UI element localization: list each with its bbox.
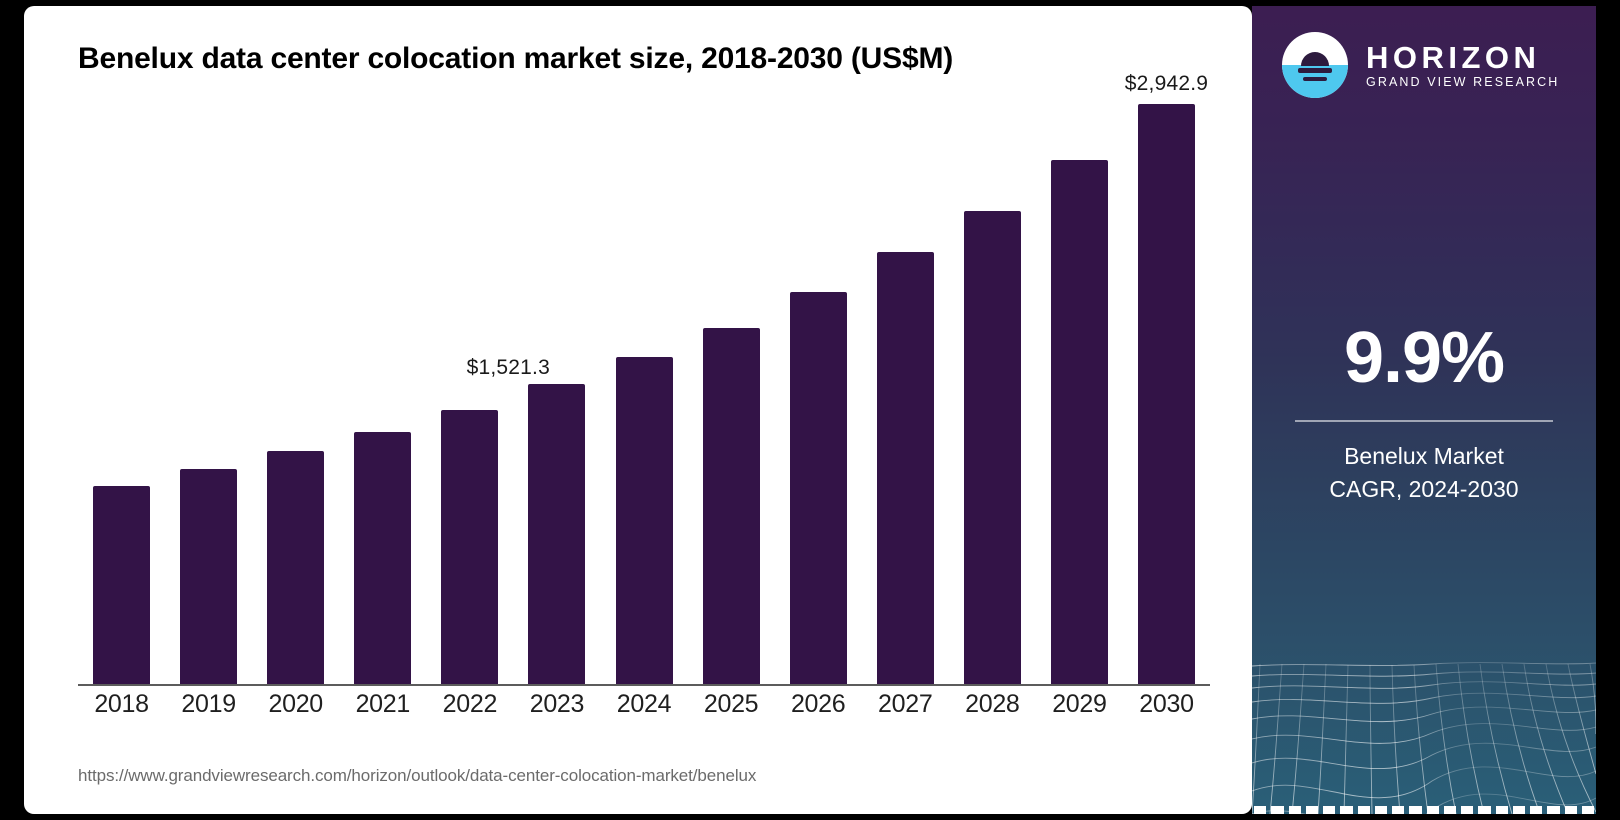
logo-subtitle: GRAND VIEW RESEARCH <box>1366 74 1560 89</box>
bar-2025[interactable] <box>702 328 760 684</box>
stripe <box>1340 806 1353 814</box>
x-tick-2026: 2026 <box>790 690 846 718</box>
stripe <box>1495 806 1508 814</box>
stripe <box>1530 806 1543 814</box>
cagr-value: 9.9% <box>1343 318 1505 398</box>
x-tick-2030: 2030 <box>1139 690 1194 718</box>
horizon-logo: HORIZON GRAND VIEW RESEARCH <box>1282 32 1559 98</box>
stripe <box>1512 806 1525 814</box>
bar-2029[interactable] <box>1050 160 1108 684</box>
x-tick-2018: 2018 <box>94 690 149 718</box>
x-tick-2027: 2027 <box>878 690 933 718</box>
bar-value-label-2023: $1,521.3 <box>466 356 550 379</box>
bar-slot: $2,942.9 <box>1123 72 1210 684</box>
wireframe-mesh-graphic <box>1252 662 1596 814</box>
bar-slot <box>862 102 949 684</box>
x-axis-tick-labels: 2018 2019 2020 2021 2022 2023 2024 2025 2026 2027… <box>78 690 1210 719</box>
logo-wordmark: HORIZON GRAND VIEW RESEARCH <box>1366 42 1559 89</box>
logo-sun-shape <box>1301 52 1329 66</box>
bar-slot <box>165 102 252 684</box>
stripe <box>1305 806 1318 814</box>
stripe <box>1288 806 1301 814</box>
bar-slot: $1,521.3 <box>467 102 600 684</box>
bar-series: $1,521.3 $2,942.9 <box>78 72 1210 684</box>
bar-slot <box>775 102 862 684</box>
stripe <box>1443 806 1456 814</box>
chart-card: Benelux data center colocation market si… <box>24 6 1252 814</box>
source-url[interactable]: https://www.grandviewresearch.com/horizo… <box>78 766 757 785</box>
cagr-caption-line-1: Benelux Market <box>1344 443 1504 469</box>
x-tick-2019: 2019 <box>181 690 236 718</box>
stripe <box>1547 806 1560 814</box>
logo-ray-2 <box>1303 77 1327 81</box>
stripe <box>1323 806 1336 814</box>
stripe <box>1409 806 1422 814</box>
bar-2018[interactable] <box>93 486 151 684</box>
stripe <box>1581 806 1594 814</box>
bar-2024[interactable] <box>615 357 673 684</box>
bar-value-label-2030: $2,942.9 <box>1124 72 1209 95</box>
bar-2019[interactable] <box>180 469 238 684</box>
bar-2022[interactable] <box>441 410 499 684</box>
stripe <box>1461 806 1474 814</box>
chart-plot-area: $1,521.3 $2,942.9 <box>78 72 1210 686</box>
x-tick-2028: 2028 <box>965 690 1020 718</box>
cagr-caption: Benelux Market CAGR, 2024-2030 <box>1252 440 1596 507</box>
stripe <box>1426 806 1439 814</box>
bar-2021[interactable] <box>354 432 412 684</box>
bar-2020[interactable] <box>267 451 325 684</box>
bar-slot <box>426 102 513 684</box>
stripe <box>1254 806 1267 814</box>
bottom-stripe-band <box>1252 806 1596 814</box>
stat-divider <box>1295 420 1553 422</box>
bar-2027[interactable] <box>876 252 934 684</box>
logo-title: HORIZON <box>1366 39 1541 75</box>
stripe <box>1478 806 1491 814</box>
x-tick-2020: 2020 <box>268 690 323 718</box>
bar-slot <box>339 102 426 684</box>
bar-slot <box>78 102 165 684</box>
x-axis-line <box>78 684 1210 686</box>
page-title: Benelux data center colocation market si… <box>78 42 954 75</box>
bar-2023[interactable] <box>528 384 586 684</box>
bar-slot <box>600 102 687 684</box>
branding-sidebar: HORIZON GRAND VIEW RESEARCH 9.9% Benelux… <box>1252 6 1596 814</box>
stripe <box>1392 806 1405 814</box>
bar-slot <box>252 102 339 684</box>
stripe <box>1564 806 1577 814</box>
stripe <box>1271 806 1284 814</box>
cagr-stat-block: 9.9% Benelux Market CAGR, 2024-2030 <box>1252 322 1596 507</box>
stripe <box>1357 806 1370 814</box>
x-tick-2021: 2021 <box>355 690 411 718</box>
horizon-sunset-icon <box>1282 32 1348 98</box>
x-tick-2029: 2029 <box>1052 690 1107 718</box>
x-tick-2023: 2023 <box>529 690 585 718</box>
logo-ray-1 <box>1298 68 1332 73</box>
bar-2028[interactable] <box>963 211 1021 684</box>
bar-2030[interactable] <box>1137 104 1195 684</box>
bar-slot <box>1036 102 1123 684</box>
x-tick-2022: 2022 <box>442 690 498 718</box>
bar-slot <box>949 102 1036 684</box>
x-tick-2024: 2024 <box>616 690 672 718</box>
bar-slot <box>688 102 775 684</box>
cagr-caption-line-2: CAGR, 2024-2030 <box>1329 476 1519 503</box>
stripe <box>1374 806 1387 814</box>
x-tick-2025: 2025 <box>703 690 759 718</box>
bar-2026[interactable] <box>789 292 847 684</box>
